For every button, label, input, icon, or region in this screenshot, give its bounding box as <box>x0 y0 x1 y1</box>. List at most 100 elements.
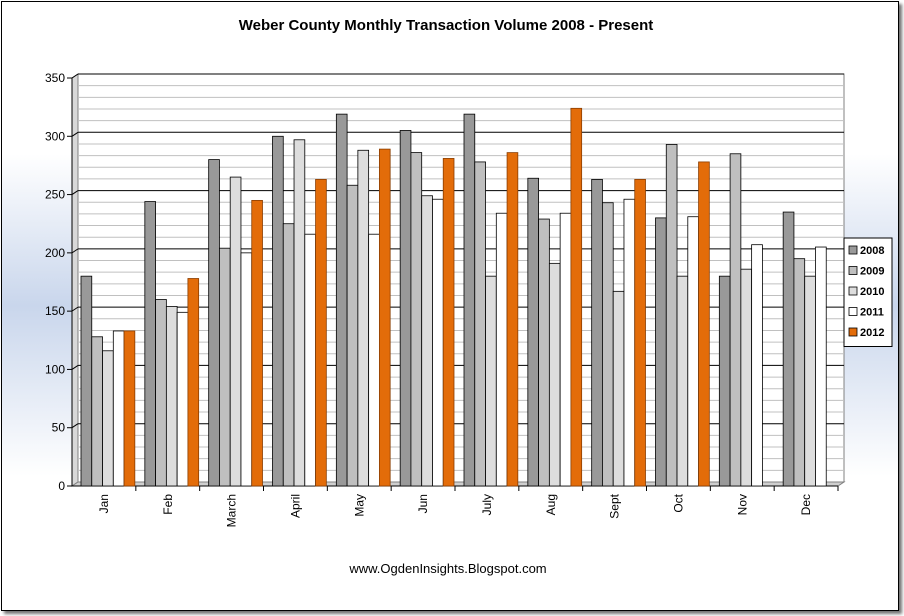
bar-may-2011 <box>368 233 380 487</box>
bar-aug-2009 <box>538 218 550 487</box>
bar-oct-2012 <box>698 161 710 487</box>
x-tick-label: Jun <box>416 494 430 513</box>
bar-feb-2012 <box>187 278 200 487</box>
x-tick-label: Oct <box>671 493 685 512</box>
major-gridline-side <box>71 306 79 312</box>
y-tick-label: 50 <box>52 421 66 435</box>
x-tick-label: Dec <box>799 494 813 515</box>
bar-feb-2011 <box>176 311 189 487</box>
y-tick-label: 250 <box>45 188 65 202</box>
x-tick-label: Sept <box>608 493 622 518</box>
legend-swatch-2008 <box>848 245 858 255</box>
bar-april-2012 <box>315 179 327 487</box>
bar-oct-2008 <box>655 217 667 487</box>
major-gridline-side <box>71 190 79 195</box>
bar-jan-2011 <box>112 330 125 487</box>
y-tick-label: 100 <box>45 362 65 376</box>
major-gridline-side <box>71 131 79 137</box>
bar-jun-2012 <box>442 158 455 487</box>
bar-dec-2008 <box>782 211 795 487</box>
bar-feb-2008 <box>144 201 156 487</box>
legend-label-2011: 2011 <box>860 307 884 319</box>
legend-label-2008: 2008 <box>860 245 884 257</box>
bar-oct-2011 <box>687 216 699 487</box>
bar-nov-2011 <box>751 244 763 487</box>
bar-dec-2009 <box>793 258 806 487</box>
bar-sept-2011 <box>623 198 636 487</box>
legend-label-2012: 2012 <box>860 327 884 339</box>
bar-jun-2008 <box>399 130 412 487</box>
bar-oct-2009 <box>665 144 678 487</box>
x-tick-label: Jan <box>97 494 111 513</box>
bar-march-2009 <box>219 247 231 487</box>
bar-feb-2010 <box>165 306 178 487</box>
legend-swatch-2009 <box>848 266 858 275</box>
bar-dec-2011 <box>815 246 827 487</box>
major-gridline-side <box>71 73 79 79</box>
bar-nov-2010 <box>740 268 753 487</box>
major-gridline-side <box>71 365 79 370</box>
plot-back-wall <box>77 73 845 483</box>
bar-nov-2009 <box>729 153 742 487</box>
x-tick-label: April <box>288 494 302 518</box>
bar-oct-2010 <box>676 275 689 487</box>
bar-aug-2010 <box>548 262 561 487</box>
bar-aug-2012 <box>570 107 583 487</box>
bar-may-2010 <box>357 149 370 487</box>
bar-sept-2008 <box>591 179 603 487</box>
y-tick-label: 350 <box>45 71 65 85</box>
bar-aug-2008 <box>527 177 539 487</box>
legend-label-2009: 2009 <box>860 266 884 278</box>
major-gridline-side <box>71 423 79 429</box>
bar-jan-2012 <box>123 330 136 487</box>
bar-april-2009 <box>282 223 295 487</box>
bar-march-2010 <box>229 176 242 487</box>
bar-dec-2010 <box>804 275 816 487</box>
bar-aug-2011 <box>559 212 572 487</box>
bar-jan-2009 <box>91 336 103 487</box>
x-tick-label: Aug <box>544 494 558 515</box>
bar-july-2009 <box>474 161 486 487</box>
bar-sept-2009 <box>602 202 614 487</box>
chart-title: Weber County Monthly Transaction Volume … <box>239 17 654 34</box>
bar-jun-2010 <box>421 195 433 487</box>
x-tick-label: July <box>480 494 494 515</box>
bar-july-2008 <box>463 113 476 487</box>
legend-swatch-2012 <box>848 327 858 337</box>
legend: 2008 2009 2010 2011 2012 <box>843 237 893 347</box>
x-tick-label: May <box>352 494 366 517</box>
bar-march-2008 <box>208 159 220 487</box>
x-tick-label: Nov <box>735 494 749 515</box>
legend-swatch-2011 <box>848 307 858 316</box>
bar-feb-2009 <box>155 299 167 487</box>
bar-sept-2012 <box>634 179 646 487</box>
bar-march-2011 <box>240 252 253 487</box>
major-gridline-side <box>71 248 79 254</box>
x-tick-label: March <box>225 494 239 527</box>
y-tick-label: 150 <box>45 304 65 318</box>
y-tick-label: 0 <box>58 479 65 493</box>
bar-jun-2009 <box>410 152 423 487</box>
bar-april-2008 <box>272 135 284 487</box>
bar-jun-2011 <box>432 198 444 487</box>
bar-jan-2010 <box>102 350 114 487</box>
footer-url: www.OgdenInsights.Blogspot.com <box>348 561 546 576</box>
bar-april-2011 <box>304 233 316 487</box>
y-tick-label: 300 <box>45 129 65 143</box>
bar-april-2010 <box>293 139 306 487</box>
bar-may-2009 <box>346 184 359 487</box>
bar-march-2012 <box>251 199 263 487</box>
bar-july-2012 <box>506 152 519 487</box>
legend-label-2010: 2010 <box>860 286 884 298</box>
bar-july-2011 <box>495 212 508 487</box>
bar-may-2012 <box>378 148 391 487</box>
y-tick-label: 200 <box>45 246 65 260</box>
bar-sept-2010 <box>612 290 625 487</box>
legend-swatch-2010 <box>848 286 858 296</box>
bar-jan-2008 <box>80 275 93 487</box>
x-tick-label: Feb <box>161 494 175 515</box>
bar-may-2008 <box>335 113 348 487</box>
bar-july-2010 <box>485 275 497 487</box>
